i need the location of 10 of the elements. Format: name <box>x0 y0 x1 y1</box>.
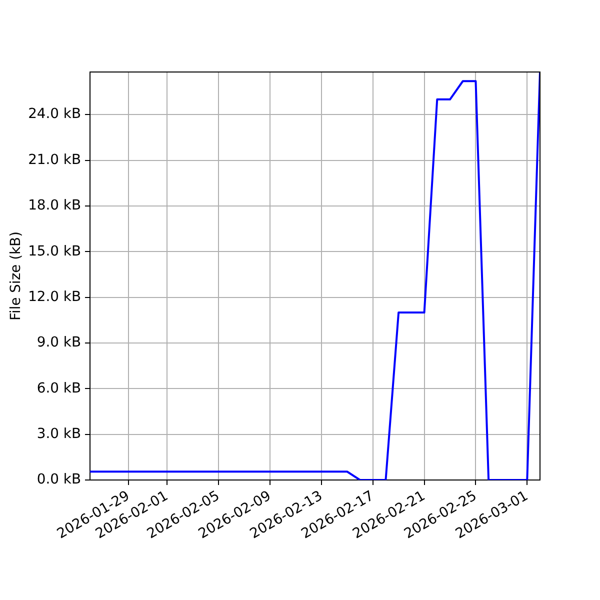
y-axis-title: File Size (kB) <box>8 232 24 320</box>
y-tick-label: 6.0 kB <box>36 380 81 396</box>
y-tick-label: 3.0 kB <box>36 426 81 442</box>
y-tick-label: 21.0 kB <box>28 152 81 168</box>
y-tick-label: 24.0 kB <box>28 106 81 122</box>
y-tick-label: 9.0 kB <box>36 334 81 351</box>
y-tick-label: 0.0 kB <box>36 472 81 488</box>
y-tick-label: 15.0 kB <box>28 243 81 260</box>
y-tick-label: 18.0 kB <box>28 198 81 214</box>
y-tick-label: 12.0 kB <box>28 288 81 305</box>
